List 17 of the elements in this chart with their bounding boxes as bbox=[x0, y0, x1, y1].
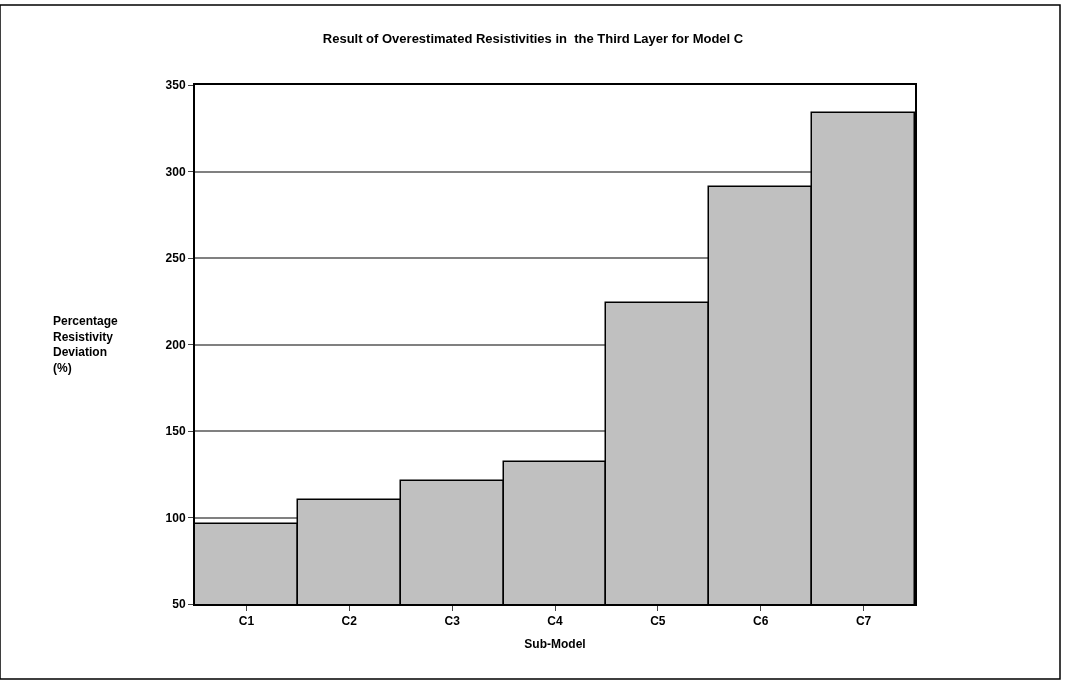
x-tick-label: C5 bbox=[650, 614, 666, 629]
y-tick-label: 200 bbox=[165, 337, 186, 352]
y-tick-label: 300 bbox=[165, 164, 186, 179]
x-tick-label: C7 bbox=[855, 614, 872, 629]
y-tick-label: 250 bbox=[165, 251, 186, 266]
y-axis-title: Percentage Resistivity Deviation (%) bbox=[53, 314, 119, 375]
x-tick-label: C2 bbox=[341, 614, 358, 629]
y-tick-label: 50 bbox=[172, 597, 186, 612]
x-tick-label: C6 bbox=[753, 614, 769, 629]
y-tick-label: 150 bbox=[165, 424, 186, 439]
x-tick-label: C1 bbox=[238, 614, 255, 629]
y-tick-label: 350 bbox=[165, 78, 186, 93]
y-tick-label: 100 bbox=[165, 510, 186, 525]
chart-title: Result of Overestimated Resistivities in the Third Layer for Model C bbox=[322, 30, 744, 46]
x-tick-label: C3 bbox=[444, 614, 461, 629]
x-tick-label: C4 bbox=[547, 614, 563, 629]
x-axis-title: Sub-Model bbox=[524, 636, 586, 651]
